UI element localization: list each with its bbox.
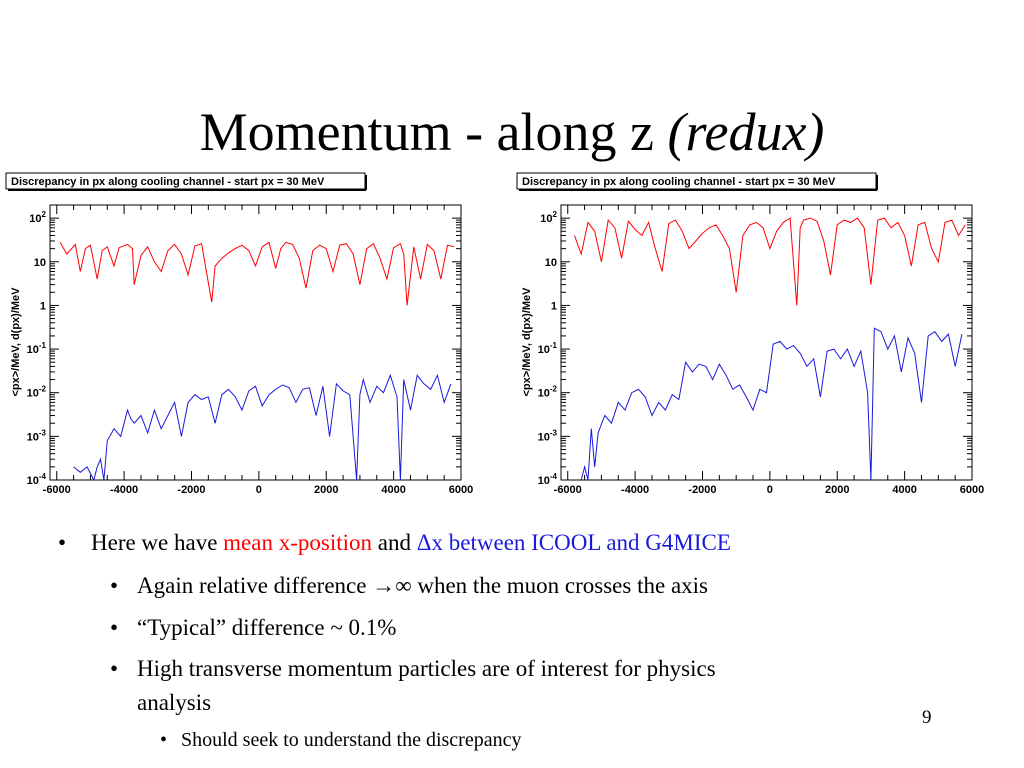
bullet-marker: • [110,615,119,640]
y-tick-label-base: 10 [29,213,41,225]
page-number: 9 [922,707,932,728]
bullet-4-line2: analysis [137,690,212,715]
bullet-5: • Should seek to understand the discrepa… [160,729,521,752]
x-tick-label: 4000 [892,484,916,496]
chart-title: Discrepancy in px along cooling channel … [522,176,836,188]
y-tick-label-base: 10 [545,257,557,269]
y-tick-label-exponent: -4 [39,472,47,481]
bullet-marker: • [110,573,119,598]
chart-title: Discrepancy in px along cooling channel … [11,176,325,188]
y-tick-label: 10-3 [538,428,558,443]
y-tick-label: 10-2 [538,385,558,400]
plot-frame [49,204,462,481]
y-tick-label: 10-2 [27,385,47,400]
y-axis-label: <px>/MeV, d(px)/MeV [521,287,533,397]
y-tick-label-base: 10 [538,388,550,400]
x-tick-label: 4000 [381,484,405,496]
y-tick-label: 10-3 [27,428,47,443]
x-tick-label: -2000 [177,484,205,496]
x-tick-label: 6000 [449,484,473,496]
x-tick-label: -6000 [554,484,582,496]
y-tick-label: 10-1 [538,341,558,356]
bullet-1-text: Here we have mean x-position and Δx betw… [91,530,731,556]
y-tick-label-base: 10 [27,475,39,487]
bullet-5-text: Should seek to understand the discrepanc… [181,729,522,751]
y-tick-label-exponent: -1 [39,341,47,350]
bullet-3: • “Typical” difference ~ 0.1% [110,615,396,641]
bullet-1-prefix: Here we have [91,530,224,555]
bullet-2: • Again relative difference →∞ when the … [110,573,708,599]
series-line-blue [580,327,963,481]
x-axis-label: z/mm [240,496,268,497]
right-plot-svg: Discrepancy in px along cooling channel … [516,172,984,497]
y-tick-label-exponent: -1 [550,341,558,350]
series-line-red [574,217,966,306]
y-axis-label: <px>/MeV, d(px)/MeV [10,287,22,397]
bullet-3-text: “Typical” difference ~ 0.1% [137,615,397,640]
bullet-1-blue: Δx between ICOOL and G4MICE [416,530,731,555]
y-tick-label: 10-4 [538,472,558,487]
y-tick-label: 102 [540,210,557,225]
y-tick-label: 1 [551,300,557,312]
y-tick-label-base: 10 [27,388,39,400]
slide-title: Momentum - along z (redux) [0,100,1024,164]
title-italic: (redux) [667,102,825,162]
x-tick-label: 2000 [825,484,849,496]
y-tick-label: 10 [545,257,557,269]
series-line-red [59,241,455,306]
x-tick-label: -6000 [43,484,71,496]
x-tick-label: 6000 [960,484,984,496]
x-tick-label: -4000 [621,484,649,496]
y-tick-label-base: 10 [538,431,550,443]
y-tick-label: 1 [40,300,46,312]
x-tick-label: 0 [767,484,773,496]
y-tick-label-base: 10 [34,257,46,269]
y-tick-label-exponent: -2 [39,385,47,394]
y-tick-label-exponent: -2 [550,385,558,394]
title-main: Momentum - along z [199,102,668,162]
y-tick-label-base: 10 [538,475,550,487]
bullet-1-red: mean x-position [223,530,373,555]
x-axis-label: z/mm [751,496,779,497]
y-tick-label: 102 [29,210,46,225]
bullet-4-line1: High transverse momentum particles are o… [137,656,716,681]
left-plot-svg: Discrepancy in px along cooling channel … [5,172,473,497]
x-tick-label: -2000 [688,484,716,496]
left-plot: Discrepancy in px along cooling channel … [4,172,484,497]
bullet-marker: • [58,530,67,555]
bullet-2-text: Again relative difference →∞ when the mu… [137,573,708,599]
x-tick-label: 0 [256,484,262,496]
y-tick-label: 10-4 [27,472,47,487]
right-plot: Discrepancy in px along cooling channel … [515,172,995,497]
bullet-1-mid: and [372,530,417,555]
plot-frame [560,204,973,481]
y-tick-label: 10 [34,257,46,269]
y-tick-label-base: 10 [27,431,39,443]
y-tick-label-exponent: -3 [39,428,47,437]
y-tick-label-exponent: 2 [553,210,558,219]
bullet-marker: • [110,656,119,681]
bullet-marker: • [160,729,168,751]
arrow-infinity-symbol: →∞ [372,573,412,598]
y-tick-label-exponent: 2 [42,210,47,219]
bullet-2-text-b: when the muon crosses the axis [411,573,708,598]
y-tick-label-base: 1 [40,300,46,312]
x-tick-label: 2000 [314,484,338,496]
x-tick-label: -4000 [110,484,138,496]
bullet-4: • High transverse momentum particles are… [110,656,716,682]
y-tick-label-base: 10 [540,213,552,225]
y-tick-label: 10-1 [27,341,47,356]
y-tick-label-exponent: -3 [550,428,558,437]
y-tick-label-exponent: -4 [550,472,558,481]
series-line-blue [73,373,452,482]
y-tick-label-base: 10 [27,344,39,356]
y-tick-label-base: 1 [551,300,557,312]
bullet-2-text-a: Again relative difference [137,573,373,598]
y-tick-label-base: 10 [538,344,550,356]
